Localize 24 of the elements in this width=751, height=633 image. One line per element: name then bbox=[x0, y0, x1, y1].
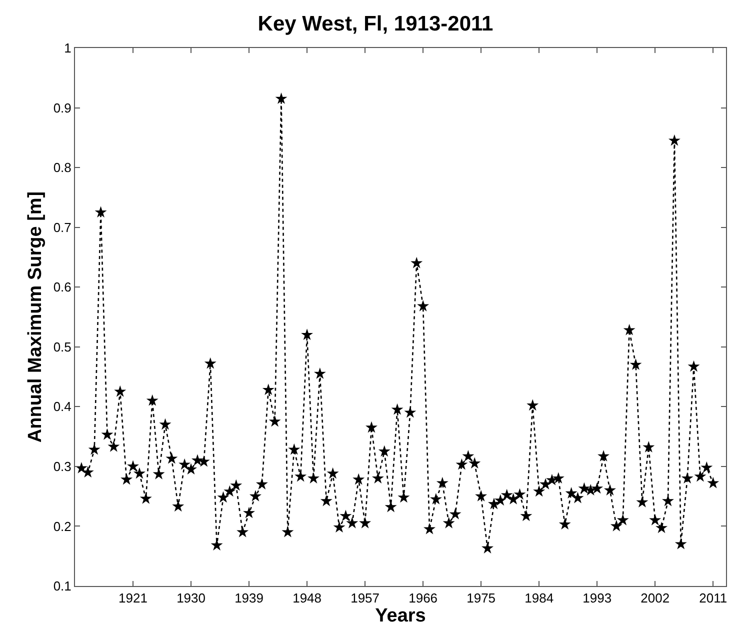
x-axis-title: Years bbox=[375, 606, 426, 627]
y-axis-title: Annual Maximum Surge [m] bbox=[25, 191, 46, 443]
y-tick-label: 0.6 bbox=[53, 280, 72, 295]
x-tick-label: 2011 bbox=[699, 590, 728, 606]
y-tick-label: 0.7 bbox=[53, 220, 72, 235]
x-tick-label: 1930 bbox=[176, 590, 206, 606]
y-tick-label: 0.4 bbox=[53, 399, 72, 414]
x-tick-label: 1948 bbox=[292, 590, 322, 606]
x-tick-label: 2002 bbox=[640, 590, 670, 606]
y-tick-label: 0.8 bbox=[53, 160, 72, 176]
x-tick-label: 1957 bbox=[350, 590, 380, 606]
y-tick-label: 1 bbox=[64, 40, 72, 56]
x-tick-label: 1921 bbox=[118, 590, 148, 606]
x-tick-label: 1993 bbox=[582, 590, 612, 606]
y-tick-label: 0.9 bbox=[53, 100, 72, 116]
y-tick-label: 0.5 bbox=[53, 339, 72, 354]
y-tick-label: 0.3 bbox=[53, 458, 72, 474]
x-tick-label: 1975 bbox=[466, 590, 496, 606]
x-tick-label: 1939 bbox=[234, 590, 264, 606]
y-tick-label: 0.2 bbox=[53, 518, 72, 534]
chart-title: Key West, Fl, 1913-2011 bbox=[258, 12, 494, 36]
y-tick-label: 0.1 bbox=[53, 578, 72, 594]
x-tick-label: 1984 bbox=[524, 590, 554, 606]
x-tick-label: 1966 bbox=[408, 590, 438, 606]
